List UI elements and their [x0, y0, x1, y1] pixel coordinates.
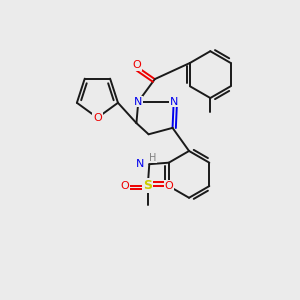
- Text: S: S: [143, 179, 152, 192]
- Text: O: O: [93, 113, 102, 123]
- Text: O: O: [132, 60, 141, 70]
- Text: O: O: [164, 181, 173, 191]
- Text: H: H: [149, 153, 157, 163]
- Text: N: N: [136, 159, 144, 169]
- Text: N: N: [169, 97, 178, 106]
- Text: O: O: [120, 181, 129, 191]
- Text: N: N: [134, 97, 142, 106]
